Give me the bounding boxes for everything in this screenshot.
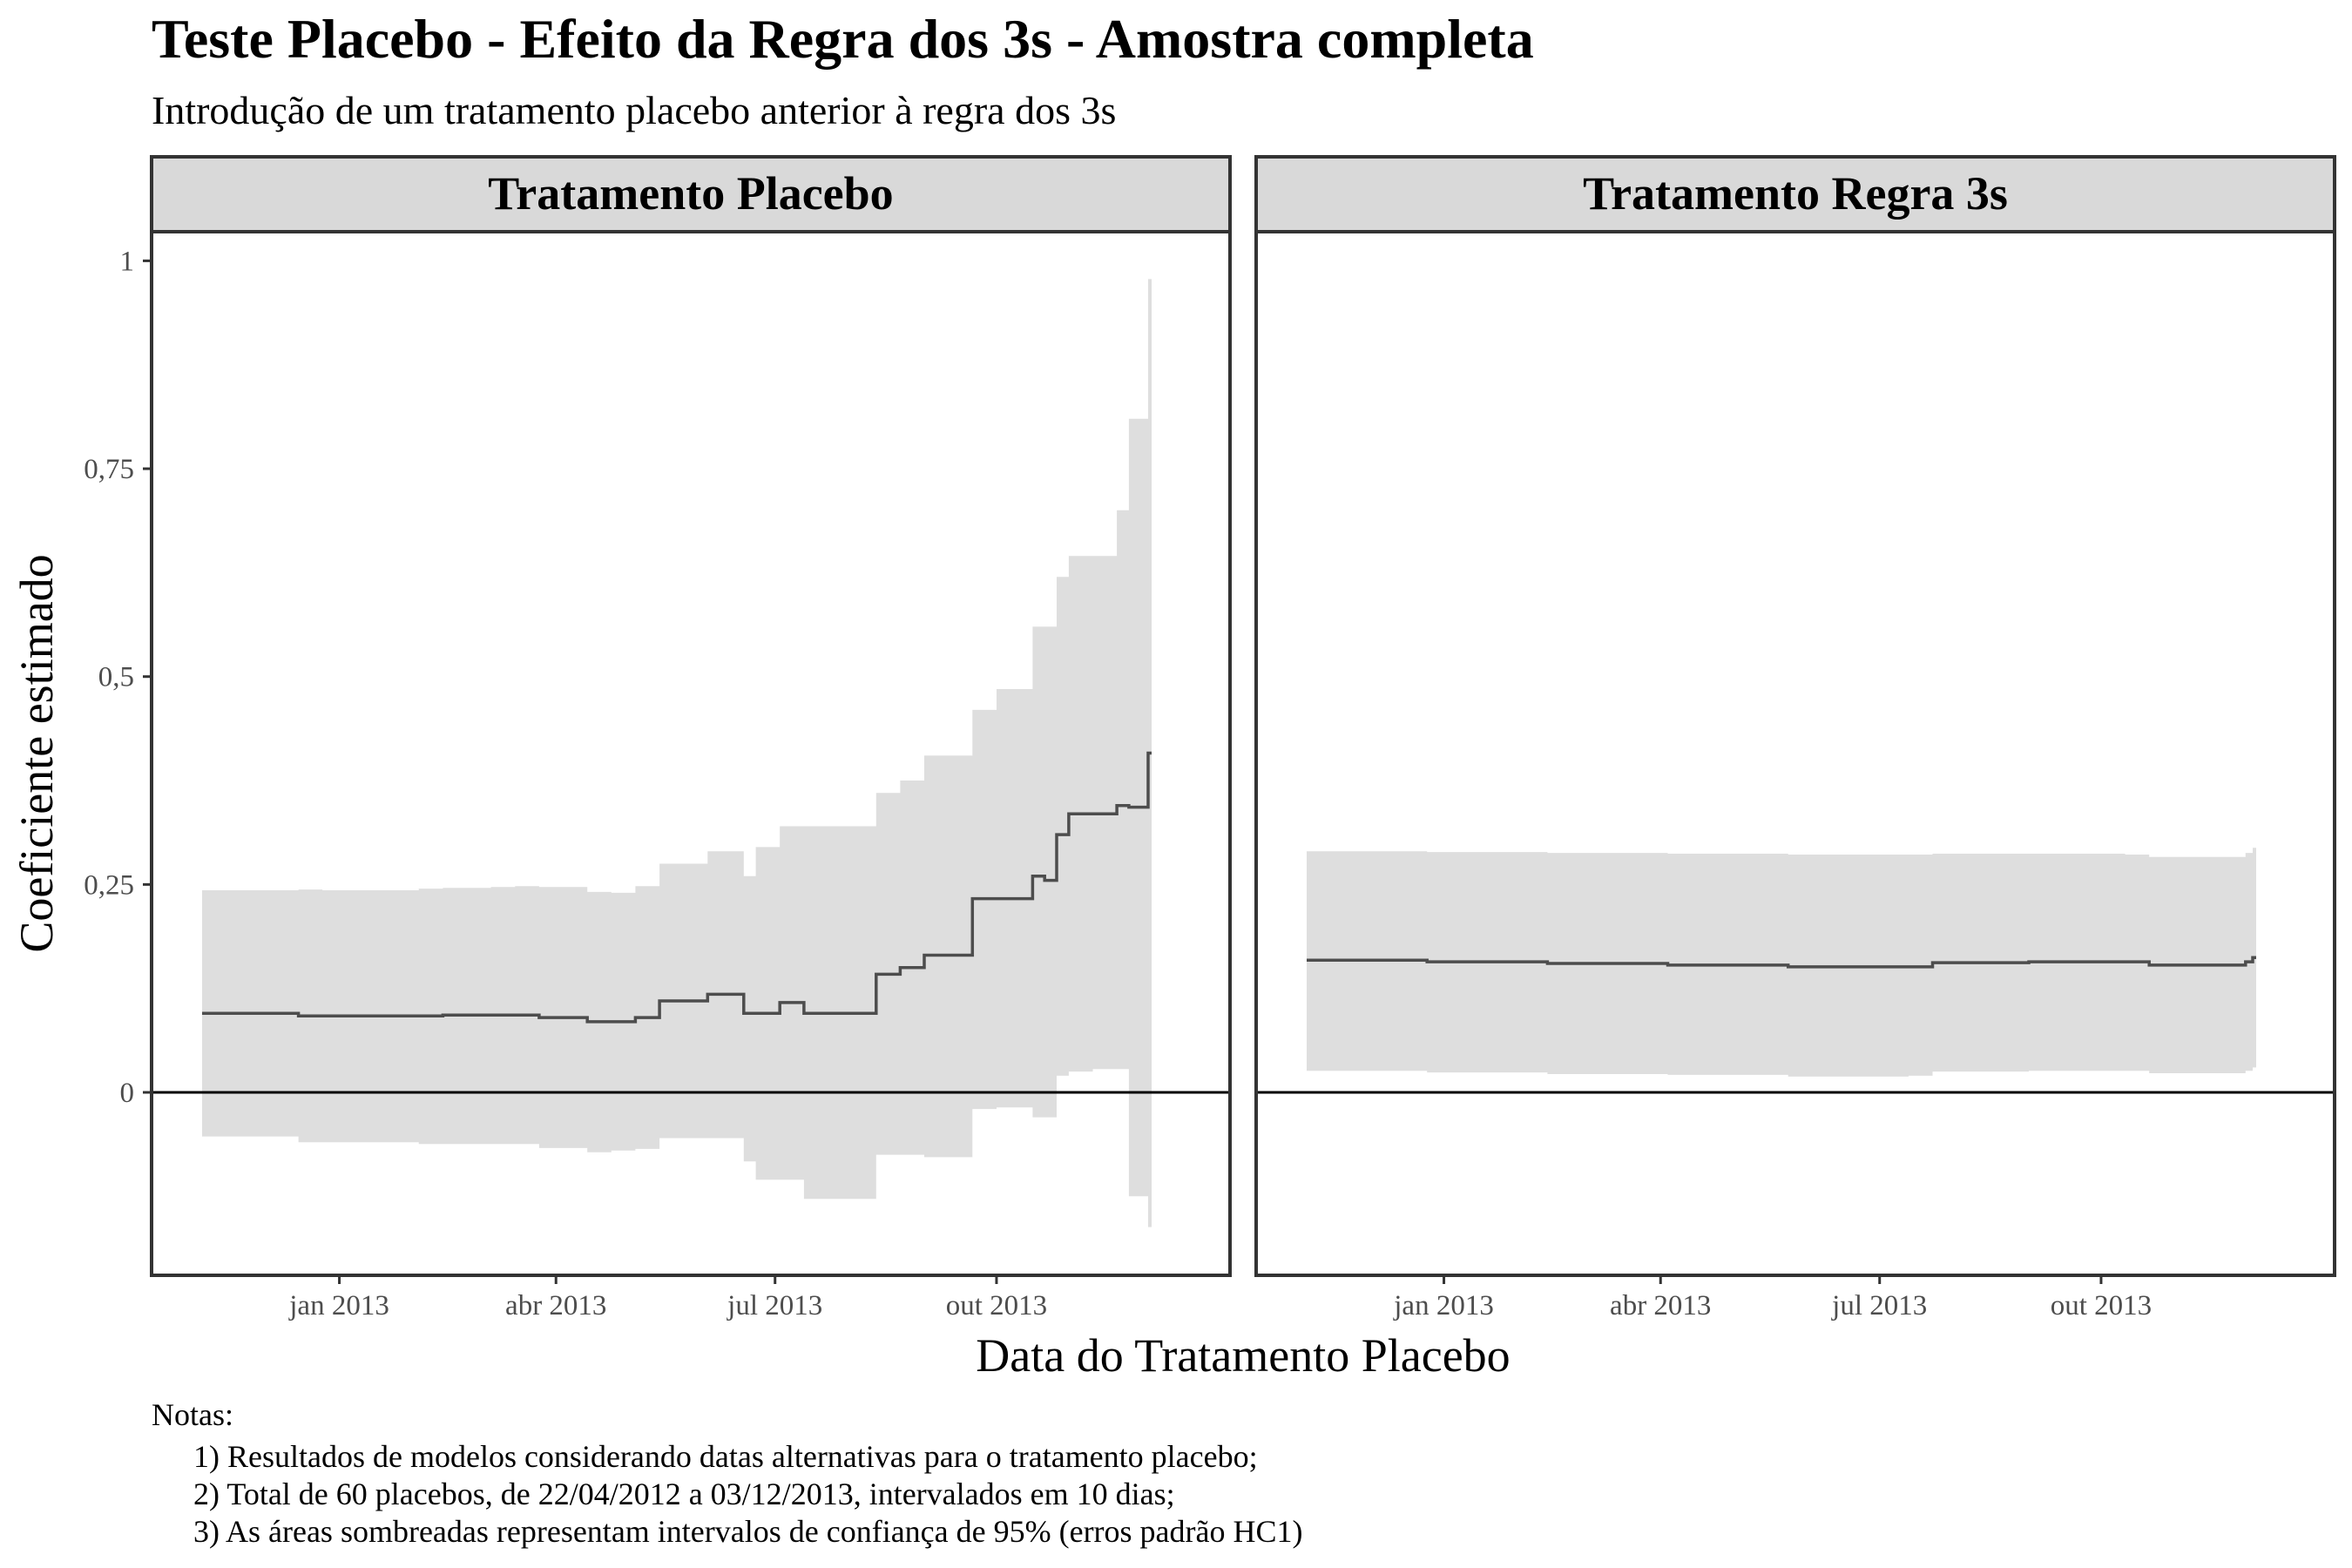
estimate-point — [1666, 963, 1669, 966]
x-tick-label: out 2013 — [946, 1290, 1047, 1321]
plot-area — [152, 279, 1230, 1227]
estimate-point — [1787, 965, 1789, 968]
estimate-point — [369, 1015, 372, 1017]
x-tick-label: out 2013 — [2051, 1290, 2152, 1321]
estimate-point — [1139, 806, 1142, 808]
note-line: 2) Total de 60 placebos, de 22/04/2012 a… — [193, 1477, 1175, 1511]
x-tick-label: jan 2013 — [288, 1290, 389, 1321]
estimate-point — [2028, 961, 2031, 963]
estimate-point — [995, 897, 997, 900]
estimate-point — [2220, 963, 2223, 966]
estimate-point — [1116, 804, 1119, 807]
estimate-point — [659, 999, 661, 1002]
estimate-point — [754, 1012, 757, 1015]
estimate-point — [490, 1014, 492, 1017]
chart-title: Teste Placebo - Efeito da Regra dos 3s -… — [152, 8, 1534, 70]
estimate-point — [730, 993, 733, 996]
y-tick-label: 0,5 — [98, 662, 134, 693]
strip-background — [1254, 155, 2336, 233]
estimate-point — [1031, 875, 1034, 877]
estimate-point — [345, 1015, 348, 1017]
confidence-ribbon — [1307, 848, 2256, 1077]
estimate-point — [273, 1012, 275, 1015]
estimate-point — [417, 1015, 420, 1017]
estimate-point — [297, 1015, 300, 1017]
estimate-point — [225, 1012, 227, 1015]
panel-frame — [150, 230, 1232, 1277]
strip-background — [150, 155, 1232, 233]
estimate-point — [1306, 959, 1308, 962]
estimate-point — [1546, 963, 1549, 965]
estimate-point — [682, 999, 685, 1002]
estimate-point — [1067, 813, 1070, 815]
estimate-point — [1019, 897, 1022, 900]
estimate-point — [201, 1012, 204, 1015]
estimate-point — [875, 973, 877, 976]
estimate-point — [2148, 963, 2151, 966]
estimate-point — [827, 1012, 829, 1015]
estimate-point — [1127, 806, 1130, 808]
estimate-point — [1147, 752, 1150, 754]
x-tick-label: abr 2013 — [505, 1290, 606, 1321]
coefficient-line — [202, 751, 1152, 1024]
estimate-point — [779, 1001, 781, 1004]
notes: Notas: 1) Resultados de modelos consider… — [152, 1397, 1303, 1549]
estimate-point — [2252, 956, 2254, 959]
estimate-point — [947, 954, 950, 956]
estimate-point — [899, 966, 902, 969]
y-tick-label: 1 — [120, 246, 135, 277]
panel-tratamento-regra-3s: Tratamento Regra 3s — [1254, 155, 2336, 1277]
x-tick-label: jul 2013 — [1831, 1290, 1927, 1321]
x-tick-label: jul 2013 — [727, 1290, 822, 1321]
x-axis-title: Data do Tratamento Placebo — [976, 1329, 1510, 1382]
x-axes: jan 2013 abr 2013 jul 2013 out 2013 jan 2013… — [288, 1275, 2152, 1321]
estimate-point — [802, 1012, 805, 1015]
estimate-point — [851, 1012, 854, 1015]
estimate-point — [1907, 965, 1909, 968]
estimate-point — [2244, 961, 2247, 963]
estimate-point — [586, 1020, 589, 1023]
estimate-point — [1931, 962, 1934, 964]
estimate-point — [1044, 879, 1046, 882]
y-tick-label: 0,25 — [84, 869, 134, 901]
x-tick-label: jan 2013 — [1393, 1290, 1494, 1321]
estimate-point — [321, 1015, 324, 1017]
estimate-point — [923, 954, 926, 956]
y-axis: 0 0,25 0,5 0,75 1 — [84, 246, 152, 1109]
estimate-point — [971, 897, 974, 900]
strip-label: Tratamento Placebo — [488, 167, 893, 220]
estimate-point — [442, 1014, 444, 1017]
x-tick-label: abr 2013 — [1610, 1290, 1711, 1321]
confidence-ribbon — [202, 279, 1152, 1227]
estimate-point — [249, 1012, 252, 1015]
note-line: 3) As áreas sombreadas representam inter… — [193, 1514, 1303, 1549]
plot-area — [1256, 848, 2335, 1094]
estimate-point — [394, 1015, 396, 1017]
panel-frame — [1254, 230, 2336, 1277]
estimate-point — [537, 1017, 540, 1019]
estimate-point — [1092, 813, 1094, 815]
y-tick-label: 0 — [120, 1078, 135, 1109]
estimate-point — [514, 1014, 517, 1017]
chart-subtitle: Introdução de um tratamento placebo ante… — [152, 88, 1116, 132]
estimate-point — [2124, 961, 2126, 963]
estimate-point — [706, 993, 709, 996]
coefficient-line — [1307, 956, 2256, 969]
estimate-point — [466, 1014, 469, 1017]
y-axis-title: Coeficiente estimado — [10, 554, 63, 952]
estimate-point — [634, 1017, 637, 1019]
panel-tratamento-placebo: Tratamento Placebo — [150, 155, 1232, 1277]
estimate-point — [610, 1020, 612, 1023]
note-line: 1) Resultados de modelos considerando da… — [193, 1439, 1258, 1474]
estimate-point — [562, 1017, 564, 1019]
estimate-point — [1426, 961, 1429, 963]
estimate-point — [1056, 834, 1058, 836]
notes-heading: Notas: — [152, 1397, 233, 1432]
strip-label: Tratamento Regra 3s — [1583, 167, 2008, 220]
estimate-point — [742, 1012, 745, 1015]
y-tick-label: 0,75 — [84, 454, 134, 485]
